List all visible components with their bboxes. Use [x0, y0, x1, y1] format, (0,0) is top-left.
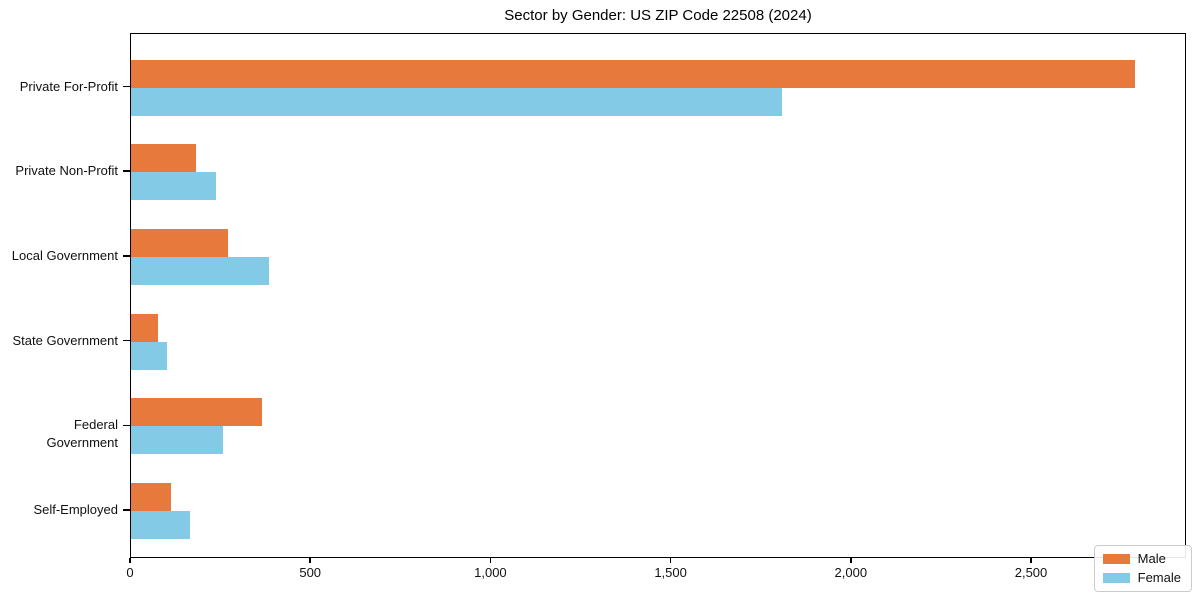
y-tick-label: State Government [12, 332, 119, 348]
x-tick-mark [489, 558, 492, 563]
bar-male-2 [131, 144, 196, 173]
y-tick-mark [123, 339, 130, 342]
bar-female-2 [131, 172, 216, 201]
legend-entry-female: Female [1102, 570, 1181, 585]
x-tick-label: 0 [126, 565, 134, 580]
bar-female-1 [131, 87, 783, 116]
bar-male-5 [131, 398, 263, 427]
plot-area [130, 33, 1186, 558]
y-tick-mark [123, 424, 130, 427]
legend-swatch-male [1102, 554, 1130, 564]
y-tick-mark [123, 509, 130, 511]
x-tick-mark [850, 558, 852, 563]
x-tick-mark [669, 558, 672, 563]
x-tick-mark [309, 558, 311, 563]
x-tick-mark [129, 558, 131, 563]
y-tick-label: Private Non-Profit [15, 163, 118, 179]
y-tick-mark [123, 85, 130, 88]
bar-female-4 [131, 341, 167, 370]
x-tick-mark [1030, 558, 1032, 563]
bar-male-4 [131, 313, 158, 342]
x-tick-label: 2,500 [1014, 565, 1048, 580]
legend-label: Male [1137, 551, 1166, 566]
legend-entry-male: Male [1102, 551, 1181, 566]
bar-male-6 [131, 483, 171, 511]
y-tick-label: Self-Employed [33, 502, 118, 517]
bar-female-5 [131, 426, 223, 455]
chart-title: Sector by Gender: US ZIP Code 22508 (202… [504, 7, 812, 24]
bar-male-3 [131, 228, 229, 257]
y-tick-label: Local Government [11, 247, 118, 263]
bar-female-3 [131, 256, 270, 285]
x-tick-label: 2,000 [834, 565, 868, 580]
bar-female-6 [131, 511, 191, 539]
x-tick-label: 1,500 [654, 565, 687, 580]
x-tick-label: 1,000 [474, 565, 507, 580]
y-tick-mark [123, 170, 130, 172]
y-tick-label: Federal Government [46, 417, 118, 451]
y-tick-mark [123, 255, 130, 257]
legend-label: Female [1137, 570, 1181, 585]
x-tick-label: 500 [299, 565, 322, 580]
bar-male-1 [131, 59, 1135, 88]
y-tick-label: Private For-Profit [19, 78, 118, 94]
legend-swatch-female [1102, 573, 1130, 583]
legend: Male Female [1093, 545, 1192, 592]
